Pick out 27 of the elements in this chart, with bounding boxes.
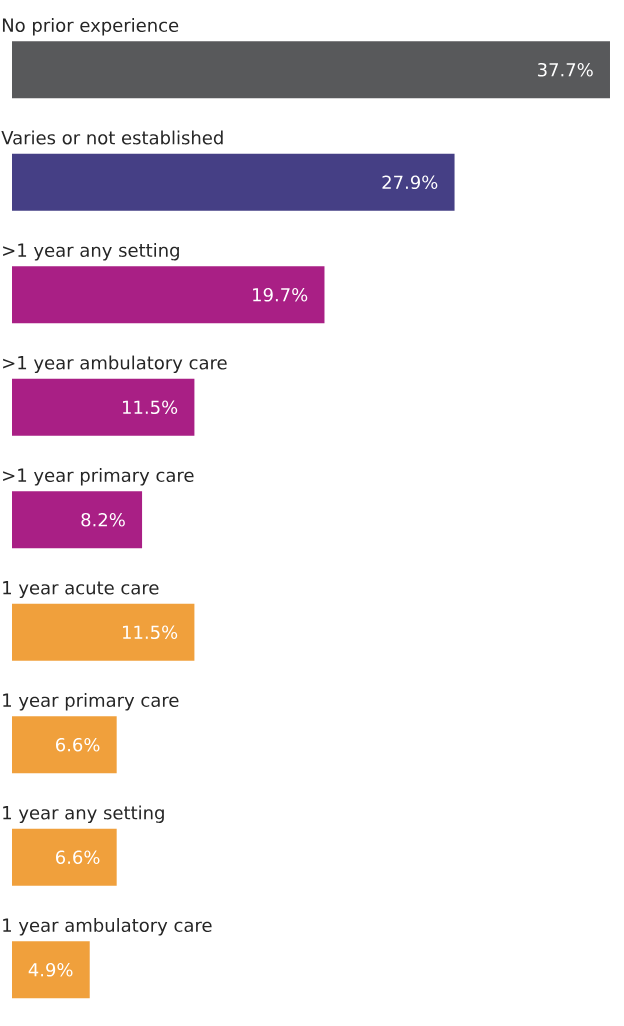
y-tick-label: 1 year acute care	[3, 581, 159, 598]
y-tick-label: >1 year primary care	[3, 468, 194, 486]
data-label: 6.6%	[56, 737, 100, 752]
y-tick-label: Varies or not established	[1, 130, 223, 145]
data-label: 11.5%	[123, 625, 178, 640]
data-label: 4.9%	[28, 962, 73, 977]
y-tick-label: 1 year any setting	[3, 805, 164, 823]
bar	[12, 716, 117, 774]
bar	[12, 153, 455, 211]
bar	[12, 603, 195, 661]
data-label: 19.7%	[253, 287, 308, 302]
y-tick-label: 1 year ambulatory care	[3, 918, 212, 936]
data-label: 11.5%	[123, 400, 178, 415]
bar	[12, 828, 117, 886]
data-label: 6.6%	[56, 850, 100, 865]
data-label: 37.7%	[537, 62, 593, 77]
bar	[12, 41, 610, 99]
y-tick-label: No prior experience	[2, 18, 179, 36]
bar	[12, 378, 195, 436]
y-tick-label: >1 year any setting	[3, 243, 179, 261]
bar	[12, 266, 325, 324]
y-tick-label: 1 year primary care	[3, 693, 179, 711]
data-label: 27.9%	[382, 175, 438, 190]
bar	[12, 941, 90, 999]
y-tick-label: >1 year ambulatory care	[3, 355, 227, 373]
data-label: 8.2%	[81, 512, 125, 527]
bar	[12, 491, 143, 549]
